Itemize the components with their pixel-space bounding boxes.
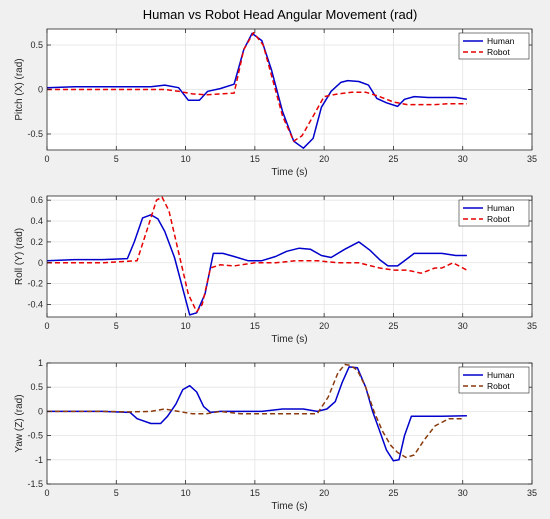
- legend-label-robot: Robot: [487, 381, 510, 391]
- x-tick-label: 5: [114, 321, 119, 331]
- x-tick-label: 25: [388, 154, 398, 164]
- figure-title: Human vs Robot Head Angular Movement (ra…: [143, 7, 418, 22]
- x-axis-label: Time (s): [271, 501, 307, 512]
- x-tick-label: 25: [388, 488, 398, 498]
- x-tick-label: 10: [181, 488, 191, 498]
- y-tick-label: 0: [38, 258, 43, 268]
- plot-area: [47, 363, 532, 484]
- series-line-human: [47, 214, 467, 316]
- y-tick-label: 0.6: [30, 195, 43, 205]
- y-tick-label: 0.5: [30, 40, 43, 50]
- x-tick-label: 20: [319, 321, 329, 331]
- plot-frame: [46, 362, 533, 485]
- series-line-robot: [47, 196, 468, 313]
- y-tick-label: -1.5: [27, 479, 43, 489]
- x-tick-label: 20: [319, 488, 329, 498]
- x-tick-label: 5: [114, 154, 119, 164]
- y-tick-label: 0.2: [30, 237, 43, 247]
- chart-panel-3: 0 5 10 15 20 25 30 35 -1.5 -1 -0.5 0 0.5 1 Time (s) Yaw…: [14, 358, 537, 512]
- y-tick-label: 0.4: [30, 216, 43, 226]
- y-tick-label: -0.5: [27, 431, 43, 441]
- x-tick-label: 30: [458, 488, 468, 498]
- x-tick-label: 15: [250, 321, 260, 331]
- legend-label-robot: Robot: [487, 47, 510, 57]
- x-tick-label: 0: [44, 154, 49, 164]
- y-tick-label: 0: [38, 406, 43, 416]
- series-line-robot: [47, 363, 463, 459]
- y-axis-label: Pitch (X) (rad): [14, 58, 25, 120]
- legend-label-robot: Robot: [487, 214, 510, 224]
- x-tick-label: 0: [44, 488, 49, 498]
- x-tick-label: 30: [458, 154, 468, 164]
- x-axis-label: Time (s): [271, 334, 307, 345]
- legend-label-human: Human: [487, 370, 515, 380]
- x-tick-label: 0: [44, 321, 49, 331]
- legend-label-human: Human: [487, 36, 515, 46]
- x-tick-label: 15: [250, 488, 260, 498]
- legend-box: [458, 32, 530, 60]
- y-axis-label: Roll (Y) (rad): [14, 228, 25, 285]
- x-axis-label: Time (s): [271, 167, 307, 178]
- plot-frame: [46, 195, 533, 318]
- y-tick-label: -1: [35, 455, 43, 465]
- x-tick-label: 5: [114, 488, 119, 498]
- legend-box: [458, 199, 530, 227]
- chart-panel-1: 0 5 10 15 20 25 30 35 -0.5 0 0.5 Time (s) Pitch (X) …: [14, 28, 537, 178]
- series-line-human: [47, 366, 467, 462]
- x-tick-label: 10: [181, 154, 191, 164]
- legend-label-human: Human: [487, 203, 515, 213]
- y-tick-label: 1: [38, 358, 43, 368]
- x-tick-label: 25: [388, 321, 398, 331]
- y-tick-label: -0.5: [27, 129, 43, 139]
- x-tick-label: 20: [319, 154, 329, 164]
- y-axis-label: Yaw (Z) (rad): [14, 394, 25, 452]
- legend-box: [458, 366, 530, 394]
- chart-panel-2: 0 5 10 15 20 25 30 35 -0.4 -0.2 0 0.2 0.4 0.6 Time (s)…: [14, 195, 537, 345]
- x-tick-label: 10: [181, 321, 191, 331]
- x-tick-label: 30: [458, 321, 468, 331]
- y-tick-label: 0: [38, 85, 43, 95]
- x-tick-label: 15: [250, 154, 260, 164]
- x-tick-label: 35: [527, 488, 537, 498]
- y-tick-label: -0.2: [27, 279, 43, 289]
- y-tick-label: 0.5: [30, 382, 43, 392]
- series-line-robot: [47, 31, 467, 142]
- y-tick-label: -0.4: [27, 299, 43, 309]
- x-tick-label: 35: [527, 154, 537, 164]
- x-tick-label: 35: [527, 321, 537, 331]
